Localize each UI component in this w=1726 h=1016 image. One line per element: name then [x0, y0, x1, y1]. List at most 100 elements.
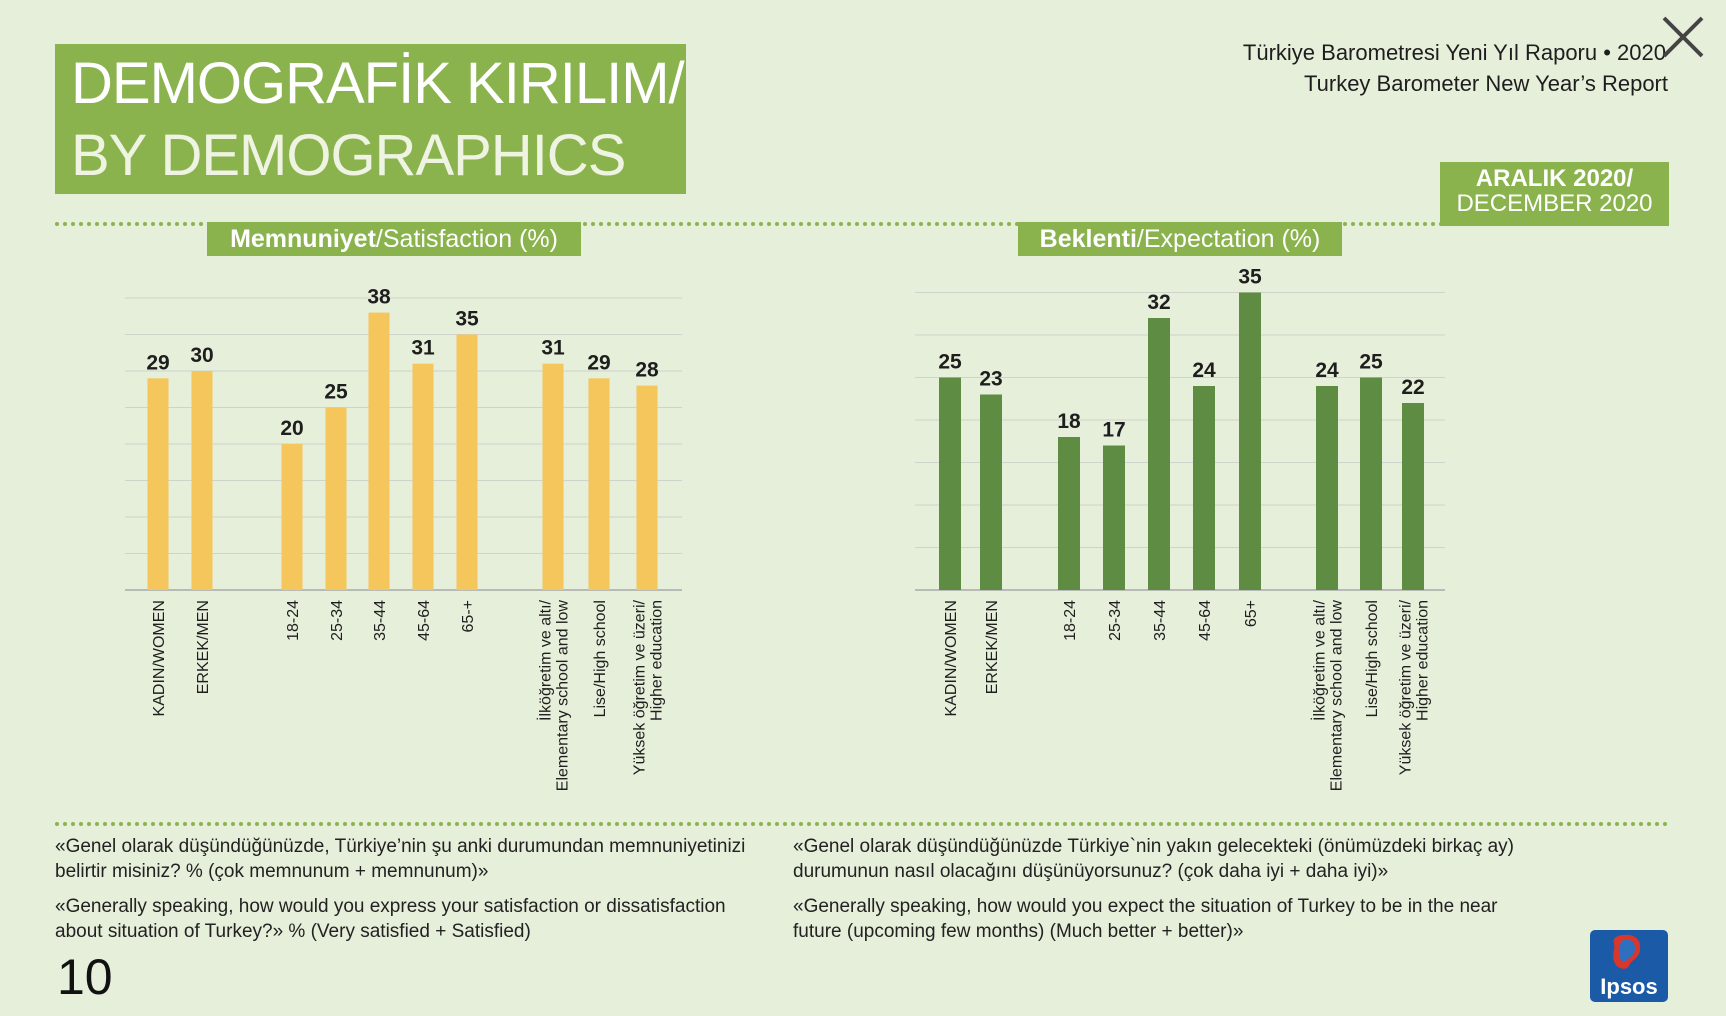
expectation-question-english: «Generally speaking, how would you expec…	[793, 896, 1498, 942]
expectation-category-text: KADIN/WOMEN	[943, 600, 960, 716]
expectation-category-text: 25-34	[1107, 600, 1124, 641]
expectation-bar	[1058, 437, 1080, 590]
expectation-category-label: İlköğretim ve altı/Elementary school and…	[1310, 599, 1346, 791]
satisfaction-data-label: 30	[190, 344, 213, 367]
ipsos-logo: Ipsos	[1590, 930, 1668, 1002]
close-icon[interactable]	[1660, 14, 1706, 60]
expectation-category-text: Yüksek öğretim ve üzeri/	[1398, 599, 1415, 775]
satisfaction-chart-title: Memnuniyet/Satisfaction (%)	[207, 222, 581, 256]
expectation-bar	[980, 394, 1002, 590]
satisfaction-category-text: 35-44	[372, 600, 389, 641]
report-title-turkish: Türkiye Barometresi Yeni Yıl Raporu • 20…	[1242, 40, 1666, 65]
satisfaction-category-label: Lise/High school	[592, 600, 609, 717]
satisfaction-bar	[368, 312, 390, 590]
expectation-bar	[1193, 386, 1215, 590]
satisfaction-data-label: 35	[455, 308, 479, 331]
satisfaction-category-text: 18-24	[285, 600, 302, 641]
date-turkish: ARALIK 2020/	[1475, 165, 1634, 192]
satisfaction-category-label: KADIN/WOMEN	[151, 600, 168, 716]
expectation-category-label: ERKEK/MEN	[984, 600, 1001, 694]
expectation-category-text: Higher education	[1415, 600, 1432, 721]
expectation-bar	[939, 377, 961, 590]
satisfaction-category-label: 25-34	[329, 600, 346, 641]
expectation-category-text: Elementary school and low	[1329, 600, 1346, 792]
expectation-data-label: 32	[1147, 291, 1170, 314]
satisfaction-data-label: 38	[367, 286, 391, 309]
satisfaction-category-label: 45-64	[416, 600, 433, 641]
expectation-bar	[1316, 386, 1338, 590]
expectation-data-label: 25	[938, 351, 962, 374]
satisfaction-bar	[147, 378, 169, 590]
expectation-category-text: 35-44	[1152, 600, 1169, 641]
satisfaction-data-label: 29	[587, 351, 610, 374]
expectation-data-label: 35	[1238, 266, 1262, 289]
expectation-bar	[1402, 403, 1424, 590]
satisfaction-data-label: 31	[541, 337, 565, 360]
satisfaction-category-label: Yüksek öğretim ve üzeri/Higher education	[632, 599, 666, 775]
expectation-data-label: 17	[1102, 419, 1125, 442]
satisfaction-data-label: 28	[635, 359, 659, 382]
expectation-data-label: 23	[979, 368, 1002, 391]
satisfaction-category-text: 25-34	[329, 600, 346, 641]
expectation-question: «Genel olarak düşündüğünüzde Türkiye`nin…	[793, 834, 1523, 954]
satisfaction-category-text: Yüksek öğretim ve üzeri/	[632, 599, 649, 775]
expectation-bar	[1360, 377, 1382, 590]
date-badge: ARALIK 2020/ DECEMBER 2020	[1440, 162, 1669, 226]
satisfaction-data-label: 20	[280, 417, 303, 440]
expectation-category-label: 25-34	[1107, 600, 1124, 641]
satisfaction-category-label: 65-+	[460, 600, 477, 632]
expectation-data-label: 22	[1401, 376, 1424, 399]
expectation-bar	[1148, 318, 1170, 590]
date-english: DECEMBER 2020	[1456, 190, 1653, 217]
satisfaction-category-text: 65-+	[460, 600, 477, 632]
expectation-chart: 25 KADIN/WOMEN 23 ERKEK/MEN 18 18-24 17 25-34 32…	[915, 266, 1445, 791]
expectation-bar	[1239, 292, 1261, 590]
satisfaction-category-text: Elementary school and low	[555, 600, 572, 792]
page-title-turkish: DEMOGRAFİK KIRILIM/	[71, 51, 685, 116]
satisfaction-category-text: ERKEK/MEN	[195, 600, 212, 694]
expectation-question-turkish: «Genel olarak düşündüğünüzde Türkiye`nin…	[793, 836, 1514, 882]
satisfaction-category-text: Higher education	[649, 600, 666, 721]
expectation-category-text: 65+	[1243, 600, 1260, 627]
expectation-category-text: 18-24	[1062, 600, 1079, 641]
expectation-category-label: Lise/High school	[1364, 600, 1381, 717]
satisfaction-data-label: 31	[411, 337, 435, 360]
satisfaction-data-label: 25	[324, 381, 348, 404]
expectation-data-label: 25	[1359, 351, 1383, 374]
satisfaction-bar	[281, 444, 303, 590]
page-number: 10	[57, 949, 113, 1005]
satisfaction-title-rest: /Satisfaction (%)	[375, 225, 558, 253]
satisfaction-question: «Genel olarak düşündüğünüzde, Türkiye’ni…	[55, 834, 775, 954]
satisfaction-category-label: ERKEK/MEN	[195, 600, 212, 694]
expectation-chart-title: Beklenti/Expectation (%)	[1018, 222, 1342, 256]
expectation-title-bold: Beklenti	[1039, 225, 1137, 253]
expectation-category-label: 35-44	[1152, 600, 1169, 641]
satisfaction-bar	[636, 385, 658, 590]
expectation-category-label: 65+	[1243, 600, 1260, 627]
expectation-data-label: 18	[1057, 410, 1081, 433]
report-title-english: Turkey Barometer New Year’s Report	[1304, 71, 1668, 96]
expectation-category-text: İlköğretim ve altı/	[1310, 599, 1329, 720]
satisfaction-data-label: 29	[146, 351, 169, 374]
satisfaction-category-label: 35-44	[372, 600, 389, 641]
satisfaction-chart: 29 KADIN/WOMEN 30 ERKEK/MEN 20 18-24 25 25-34 38…	[125, 286, 682, 792]
expectation-category-label: KADIN/WOMEN	[943, 600, 960, 716]
expectation-title-rest: /Expectation (%)	[1136, 225, 1321, 253]
satisfaction-bar	[325, 407, 347, 590]
satisfaction-bar	[542, 363, 564, 590]
expectation-category-text: 45-64	[1197, 600, 1214, 641]
top-divider	[55, 222, 1669, 226]
expectation-category-text: ERKEK/MEN	[984, 600, 1001, 694]
satisfaction-bar	[588, 378, 610, 590]
ipsos-logo-text: Ipsos	[1600, 974, 1657, 999]
page-title-english: BY DEMOGRAPHICS	[71, 123, 626, 188]
satisfaction-question-english: «Generally speaking, how would you expre…	[55, 896, 726, 942]
satisfaction-category-text: 45-64	[416, 600, 433, 641]
expectation-category-text: Lise/High school	[1364, 600, 1381, 717]
satisfaction-title-bold: Memnuniyet	[230, 225, 376, 253]
expectation-category-label: 45-64	[1197, 600, 1214, 641]
satisfaction-question-turkish: «Genel olarak düşündüğünüzde, Türkiye’ni…	[55, 836, 746, 882]
satisfaction-bar	[412, 363, 434, 590]
satisfaction-category-label: 18-24	[285, 600, 302, 641]
